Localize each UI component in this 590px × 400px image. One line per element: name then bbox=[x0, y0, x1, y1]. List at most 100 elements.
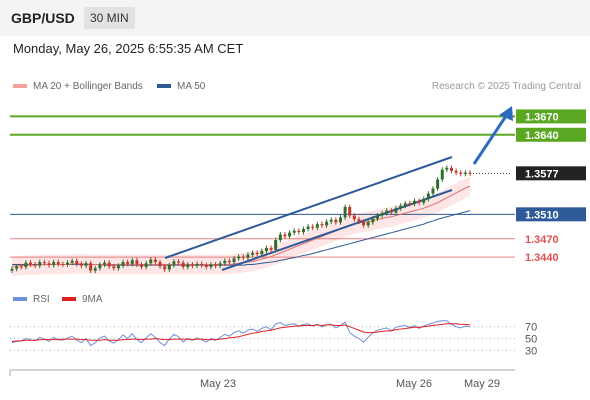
candle-body bbox=[412, 200, 416, 204]
candle-body bbox=[237, 256, 241, 259]
channel-lower-line bbox=[221, 189, 453, 271]
price-label-1.3670: 1.3670 bbox=[525, 111, 559, 123]
candle-body bbox=[223, 260, 227, 264]
candle-body bbox=[158, 262, 162, 267]
candle-body bbox=[311, 226, 315, 228]
candle-body bbox=[463, 172, 467, 174]
candle-body bbox=[209, 264, 213, 267]
candle-body bbox=[468, 172, 472, 174]
candle-body bbox=[181, 262, 185, 267]
candle-body bbox=[112, 266, 116, 269]
candle-body bbox=[255, 252, 259, 255]
candle-body bbox=[403, 203, 407, 206]
candle-body bbox=[116, 265, 120, 269]
candle-body bbox=[29, 262, 33, 265]
candle-body bbox=[130, 260, 134, 264]
candle-body bbox=[52, 262, 56, 266]
candle-body bbox=[241, 256, 245, 258]
legend-label-0: MA 20 + Bollinger Bands bbox=[33, 81, 143, 92]
candle-body bbox=[251, 252, 255, 255]
candle-body bbox=[126, 262, 130, 264]
candle-body bbox=[343, 206, 347, 218]
rsi-legend-label-1: 9MA bbox=[82, 294, 103, 305]
candle-body bbox=[436, 179, 440, 189]
x-tick-1: May 26 bbox=[396, 378, 432, 390]
candle-body bbox=[292, 230, 296, 233]
candle-body bbox=[394, 208, 398, 213]
candle-body bbox=[417, 200, 421, 203]
candle-body bbox=[338, 217, 342, 223]
candle-body bbox=[177, 261, 181, 263]
price-label-bg-1.3670 bbox=[516, 109, 586, 124]
candle-body bbox=[375, 215, 379, 219]
candle-body bbox=[283, 234, 287, 237]
candle-body bbox=[121, 262, 125, 266]
candle-body bbox=[274, 240, 278, 250]
chart-header: GBP/USD 30 MIN bbox=[0, 0, 590, 36]
legend-swatch-1 bbox=[157, 84, 171, 88]
candle-body bbox=[260, 251, 264, 255]
timeframe-button[interactable]: 30 MIN bbox=[84, 7, 135, 29]
candle-body bbox=[38, 262, 42, 266]
candle-body bbox=[449, 167, 453, 171]
rsi-tick-50: 50 bbox=[525, 334, 537, 346]
candle-body bbox=[371, 218, 375, 223]
candle-body bbox=[408, 203, 412, 205]
candle-body bbox=[195, 263, 199, 266]
candle-body bbox=[352, 215, 356, 220]
candle-body bbox=[10, 268, 14, 271]
rsi-legend-label-0: RSI bbox=[33, 294, 50, 305]
candle-body bbox=[47, 263, 51, 266]
price-label-bg-1.3510 bbox=[516, 207, 586, 222]
candle-body bbox=[301, 229, 305, 233]
candle-body bbox=[42, 262, 46, 264]
candle-body bbox=[163, 266, 167, 270]
candle-body bbox=[70, 260, 74, 263]
candle-body bbox=[33, 264, 37, 266]
candle-body bbox=[306, 226, 310, 230]
candle-body bbox=[380, 213, 384, 216]
candle-body bbox=[75, 260, 79, 264]
candle-body bbox=[79, 263, 83, 266]
candle-body bbox=[445, 167, 449, 170]
candle-body bbox=[232, 258, 236, 263]
candle-body bbox=[153, 259, 157, 263]
candle-body bbox=[89, 263, 93, 271]
candle-body bbox=[186, 264, 190, 267]
candle-body bbox=[357, 219, 361, 222]
candle-body bbox=[93, 268, 97, 271]
candle-body bbox=[56, 262, 60, 264]
price-label-1.3510: 1.3510 bbox=[525, 209, 559, 221]
legend-label-1: MA 50 bbox=[177, 81, 206, 92]
bollinger-band-fill bbox=[12, 176, 470, 277]
candle-body bbox=[315, 224, 319, 228]
candle-body bbox=[389, 210, 393, 213]
candle-body bbox=[167, 265, 171, 270]
candle-body bbox=[200, 263, 204, 266]
candle-body bbox=[19, 266, 23, 268]
price-label-1.3470: 1.3470 bbox=[525, 234, 559, 246]
candle-body bbox=[246, 254, 250, 258]
candle-body bbox=[440, 169, 444, 180]
report-datetime: Monday, May 26, 2025 6:55:35 AM CET bbox=[13, 41, 244, 56]
rsi-legend-swatch-1 bbox=[62, 297, 76, 301]
price-label-1.3577: 1.3577 bbox=[525, 168, 559, 180]
candle-body bbox=[320, 224, 324, 226]
candle-body bbox=[66, 262, 70, 265]
candle-body bbox=[278, 234, 282, 241]
candle-body bbox=[329, 219, 333, 222]
candle-body bbox=[15, 266, 19, 269]
candle-body bbox=[84, 263, 88, 266]
candle-body bbox=[459, 172, 463, 174]
candle-body bbox=[348, 206, 352, 216]
candle-body bbox=[107, 262, 111, 267]
candle-body bbox=[288, 232, 292, 237]
candle-body bbox=[334, 219, 338, 223]
x-tick-0: May 23 bbox=[200, 378, 236, 390]
rsi-line bbox=[11, 320, 471, 347]
rsi-legend-swatch-0 bbox=[13, 297, 27, 301]
price-label-1.3440: 1.3440 bbox=[525, 252, 559, 264]
candle-body bbox=[214, 264, 218, 266]
currency-pair-title: GBP/USD bbox=[11, 10, 75, 26]
